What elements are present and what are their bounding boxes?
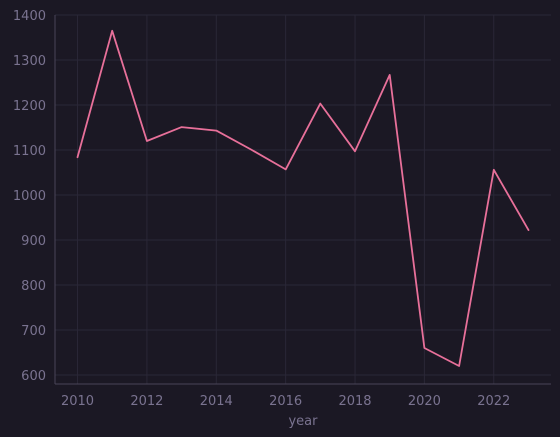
y-tick-label-1200: 1200: [13, 99, 46, 114]
y-tick-label-1100: 1100: [13, 144, 46, 159]
grid: [55, 14, 551, 384]
x-axis-title: year: [288, 414, 318, 429]
tick-labels: 2010 2012 2014 2016 2018 2020 2022 600 700 800 900…: [13, 9, 510, 409]
x-tick-label-2020: 2020: [408, 394, 441, 409]
y-tick-label-900: 900: [21, 234, 46, 249]
axes: [54, 15, 551, 385]
x-tick-label-2010: 2010: [61, 394, 94, 409]
x-tick-label-2016: 2016: [269, 394, 302, 409]
series-line-0: [76, 29, 530, 367]
x-tick-label-2018: 2018: [338, 394, 371, 409]
x-tick-label-2012: 2012: [130, 394, 163, 409]
y-tick-label-1000: 1000: [13, 189, 46, 204]
x-tick-label-2022: 2022: [477, 394, 510, 409]
y-tick-label-800: 800: [21, 279, 46, 294]
series-layer: [76, 29, 530, 367]
y-tick-label-1400: 1400: [13, 9, 46, 24]
y-tick-label-600: 600: [21, 369, 46, 384]
y-tick-label-700: 700: [21, 324, 46, 339]
y-tick-label-1300: 1300: [13, 54, 46, 69]
x-tick-label-2014: 2014: [200, 394, 233, 409]
